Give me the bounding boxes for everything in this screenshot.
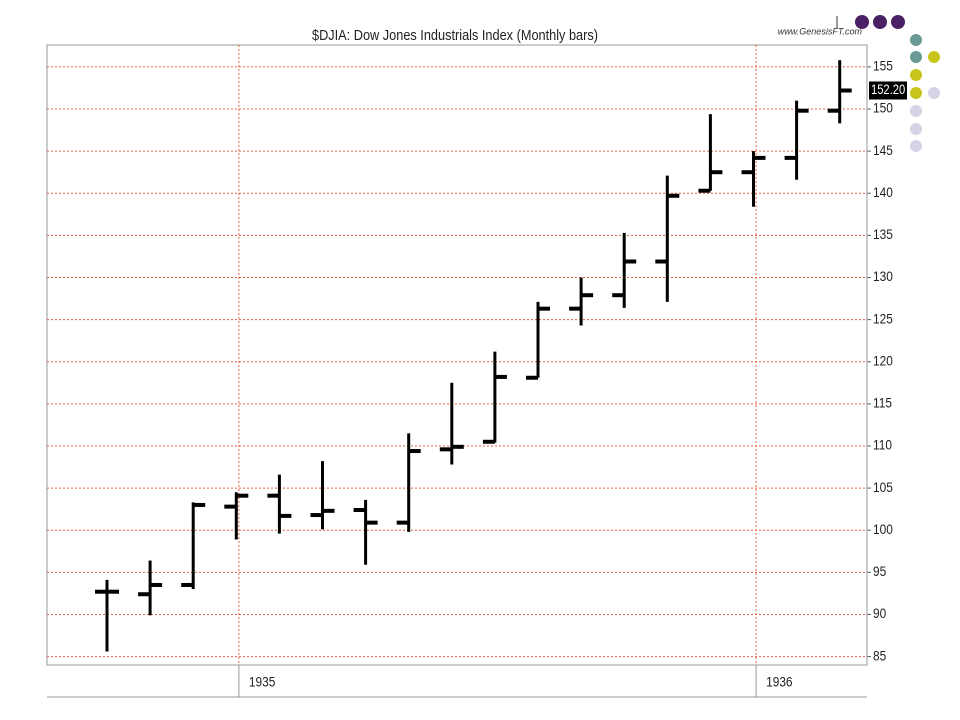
source: www.GenesisFT.com (778, 26, 863, 36)
y-tick-label: 85 (873, 647, 886, 663)
dot (910, 51, 922, 63)
dot (910, 140, 922, 152)
y-tick-label: 115 (873, 395, 892, 411)
dot (873, 15, 887, 29)
last-label: 152.20 (871, 82, 905, 97)
dot (928, 51, 940, 63)
dot (910, 123, 922, 135)
dot (910, 105, 922, 117)
dot (855, 15, 869, 29)
plot-frame (46, 44, 868, 666)
y-tick-label: 120 (873, 353, 893, 369)
y-tick-label: 110 (873, 437, 892, 453)
y-tick-label: 155 (873, 58, 893, 74)
dot (910, 69, 922, 81)
dot (891, 15, 905, 29)
y-tick-label: 150 (873, 100, 893, 116)
dot (928, 87, 940, 99)
x-tick-label: 1935 (249, 674, 275, 690)
y-tick-label: 130 (873, 268, 893, 284)
y-tick-label: 105 (873, 479, 893, 495)
chart-title: $DJIA: Dow Jones Industrials Index (Mont… (312, 26, 598, 43)
dot (910, 34, 922, 46)
y-tick-label: 140 (873, 184, 893, 200)
y-tick-label: 135 (873, 226, 893, 242)
dot (910, 87, 922, 99)
y-tick-label: 95 (873, 563, 886, 579)
y-tick-label: 125 (873, 310, 893, 326)
decoration (855, 15, 940, 152)
y-tick-label: 145 (873, 142, 893, 158)
last-label-box (869, 81, 907, 100)
y-tick-label: 100 (873, 521, 893, 537)
y-tick-label: 90 (873, 605, 886, 621)
x-tick-label: 1936 (766, 674, 792, 690)
